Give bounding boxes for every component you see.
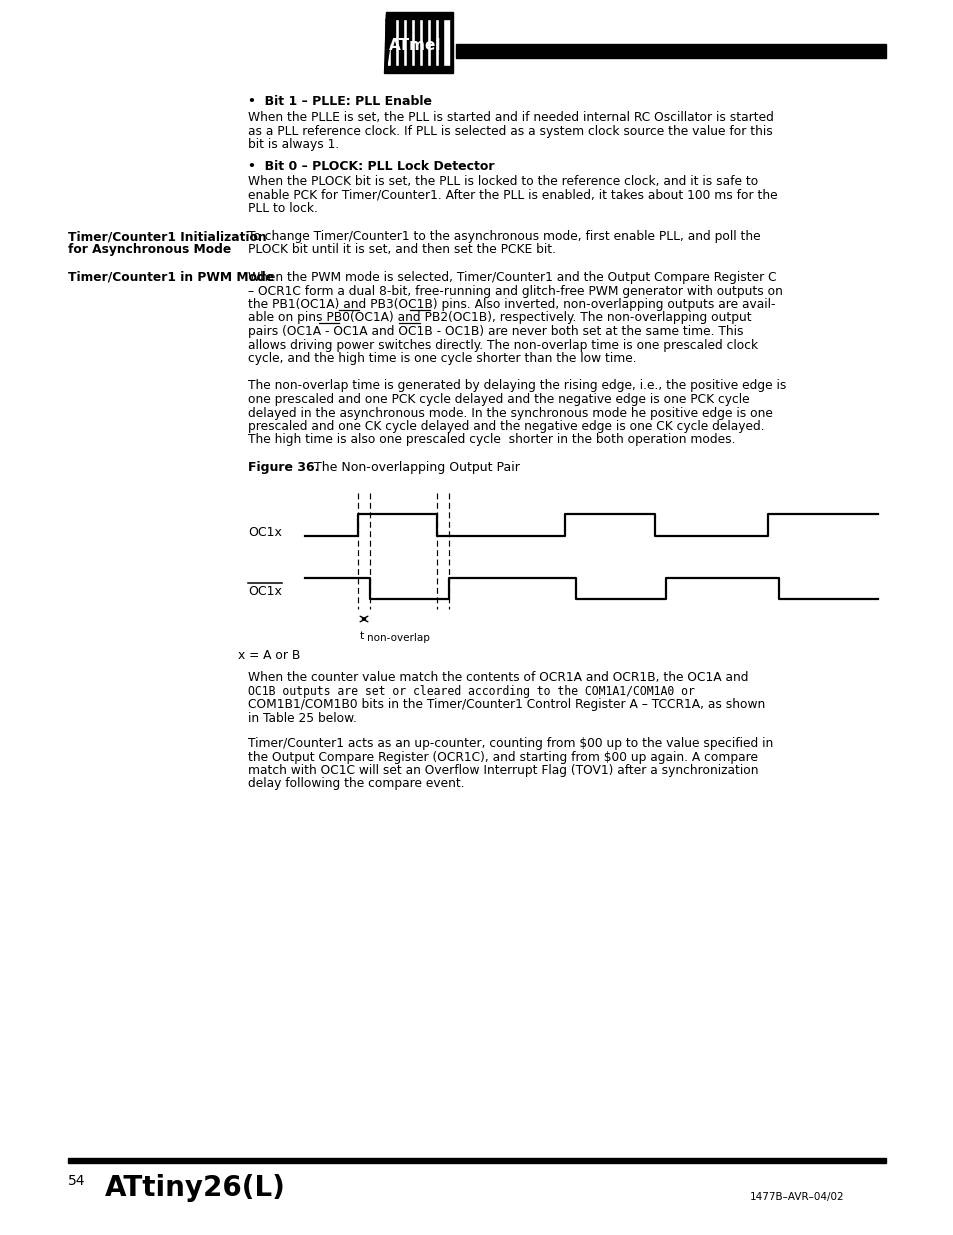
Text: When the PWM mode is selected, Timer/Counter1 and the Output Compare Register C: When the PWM mode is selected, Timer/Cou… [248,270,776,284]
Text: OC1x: OC1x [248,526,281,538]
Text: – OCR1C form a dual 8-bit, free-running and glitch-free PWM generator with outpu: – OCR1C form a dual 8-bit, free-running … [248,284,782,298]
Text: OC1x: OC1x [248,585,281,598]
Text: pairs (OC1A - OC1A and OC1B - OC1B) are never both set at the same time. This: pairs (OC1A - OC1A and OC1B - OC1B) are … [248,325,742,338]
Bar [386,14,450,19]
Text: OC1B outputs are set or cleared according to the COM1A1/COM1A0 or: OC1B outputs are set or cleared accordin… [248,684,694,698]
Bar [415,19,418,67]
Bar [398,19,402,67]
Bar [391,19,395,67]
Text: •  Bit 0 – PLOCK: PLL Lock Detector: • Bit 0 – PLOCK: PLL Lock Detector [248,159,494,173]
Text: 1477B–AVR–04/02: 1477B–AVR–04/02 [749,1192,843,1202]
Text: COM1B1/COM1B0 bits in the Timer/Counter1 Control Register A – TCCR1A, as shown: COM1B1/COM1B0 bits in the Timer/Counter1… [248,698,764,711]
Text: Timer/Counter1 in PWM Mode: Timer/Counter1 in PWM Mode [68,270,274,284]
Text: in Table 25 below.: in Table 25 below. [248,711,356,725]
Bar [386,65,450,70]
Bar [422,19,427,67]
Text: as a PLL reference clock. If PLL is selected as a system clock source the value : as a PLL reference clock. If PLL is sele… [248,125,772,137]
Text: Figure 36.: Figure 36. [248,461,319,474]
Text: x = A or B: x = A or B [237,650,300,662]
Text: the PB1(OC1A) and PB3(OC1B) pins. Also inverted, non-overlapping outputs are ava: the PB1(OC1A) and PB3(OC1B) pins. Also i… [248,298,775,311]
Bar [407,19,411,67]
Text: PLL to lock.: PLL to lock. [248,203,317,215]
Text: ATmel: ATmel [388,37,441,53]
Text: allows driving power switches directly. The non-overlap time is one prescaled cl: allows driving power switches directly. … [248,338,758,352]
Text: cycle, and the high time is one cycle shorter than the low time.: cycle, and the high time is one cycle sh… [248,352,636,366]
Text: for Asynchronous Mode: for Asynchronous Mode [68,243,231,257]
Text: match with OC1C will set an Overflow Interrupt Flag (TOV1) after a synchronizati: match with OC1C will set an Overflow Int… [248,764,758,777]
Text: delayed in the asynchronous mode. In the synchronous mode he positive edge is on: delayed in the asynchronous mode. In the… [248,406,772,420]
Bar [438,19,442,67]
Text: To change Timer/Counter1 to the asynchronous mode, first enable PLL, and poll th: To change Timer/Counter1 to the asynchro… [248,230,760,243]
Text: 54: 54 [68,1174,86,1188]
Text: •  Bit 1 – PLLE: PLL Enable: • Bit 1 – PLLE: PLL Enable [248,95,432,107]
Text: The high time is also one prescaled cycle  shorter in the both operation modes.: The high time is also one prescaled cycl… [248,433,735,447]
Bar [431,19,435,67]
Text: delay following the compare event.: delay following the compare event. [248,778,464,790]
Text: When the PLOCK bit is set, the PLL is locked to the reference clock, and it is s: When the PLOCK bit is set, the PLL is lo… [248,175,758,189]
Text: PLOCK bit until it is set, and then set the PCKE bit.: PLOCK bit until it is set, and then set … [248,243,556,257]
Text: enable PCK for Timer/Counter1. After the PLL is enabled, it takes about 100 ms f: enable PCK for Timer/Counter1. After the… [248,189,777,203]
Polygon shape [384,12,453,73]
Text: prescaled and one CK cycle delayed and the negative edge is one CK cycle delayed: prescaled and one CK cycle delayed and t… [248,420,763,433]
Text: ATtiny26(L): ATtiny26(L) [105,1174,286,1202]
Text: Timer/Counter1 Initialization: Timer/Counter1 Initialization [68,230,266,243]
Bar [456,44,885,58]
Text: the Output Compare Register (OCR1C), and starting from $00 up again. A compare: the Output Compare Register (OCR1C), and… [248,751,758,763]
Bar [68,1158,885,1163]
Polygon shape [388,17,449,68]
Text: bit is always 1.: bit is always 1. [248,138,339,151]
Text: one prescaled and one PCK cycle delayed and the negative edge is one PCK cycle: one prescaled and one PCK cycle delayed … [248,393,749,406]
Text: The non-overlap time is generated by delaying the rising edge, i.e., the positiv: The non-overlap time is generated by del… [248,379,785,393]
Text: When the PLLE is set, the PLL is started and if needed internal RC Oscillator is: When the PLLE is set, the PLL is started… [248,111,773,124]
Text: When the counter value match the contents of OCR1A and OCR1B, the OC1A and: When the counter value match the content… [248,671,748,684]
Text: non-overlap: non-overlap [367,634,430,643]
Polygon shape [386,19,394,70]
Text: t: t [359,631,364,641]
Text: The Non-overlapping Output Pair: The Non-overlapping Output Pair [306,461,519,474]
Text: able on pins PB0(OC1A) and PB2(OC1B), respectively. The non-overlapping output: able on pins PB0(OC1A) and PB2(OC1B), re… [248,311,751,325]
Text: Timer/Counter1 acts as an up-counter, counting from $00 up to the value specifie: Timer/Counter1 acts as an up-counter, co… [248,737,773,750]
